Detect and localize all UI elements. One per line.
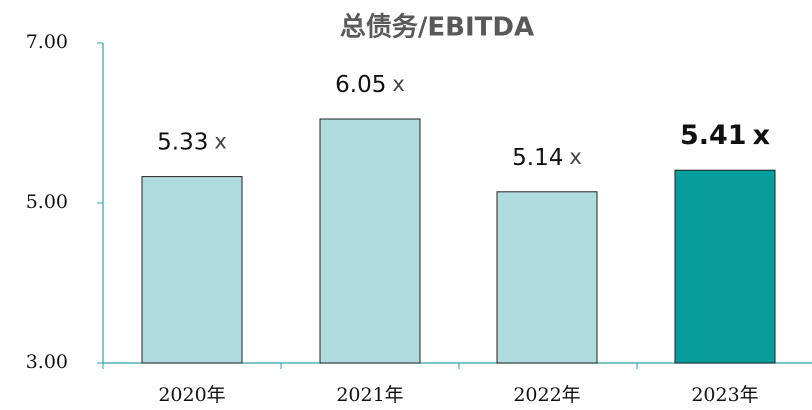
value-suffix: x [392,72,404,96]
value-label: 6.05 x [335,72,405,98]
y-tick-label: 5.00 [26,191,68,213]
x-tick-label: 2020年 [158,384,225,406]
x-tick-label: 2022年 [513,384,580,406]
chart-title: 总债务/EBITDA [340,13,534,43]
value-label: 5.14 x [512,144,582,170]
bar [496,191,598,364]
bar [319,118,421,364]
value-number: 5.14 [512,144,563,170]
bar [674,169,776,364]
value-number: 6.05 [335,72,386,98]
value-number: 5.41 [680,120,747,151]
y-tick-label: 3.00 [26,351,68,373]
value-suffix: x [569,145,581,169]
value-number: 5.33 [157,129,208,155]
x-tick-label: 2021年 [336,384,403,406]
bar [141,176,243,364]
x-tick-label: 2023年 [691,384,758,406]
y-tick-label: 7.00 [26,31,68,53]
value-suffix: x [214,130,226,154]
value-suffix: x [753,120,770,151]
value-label: 5.41 x [680,120,770,151]
value-label: 5.33 x [157,129,227,155]
